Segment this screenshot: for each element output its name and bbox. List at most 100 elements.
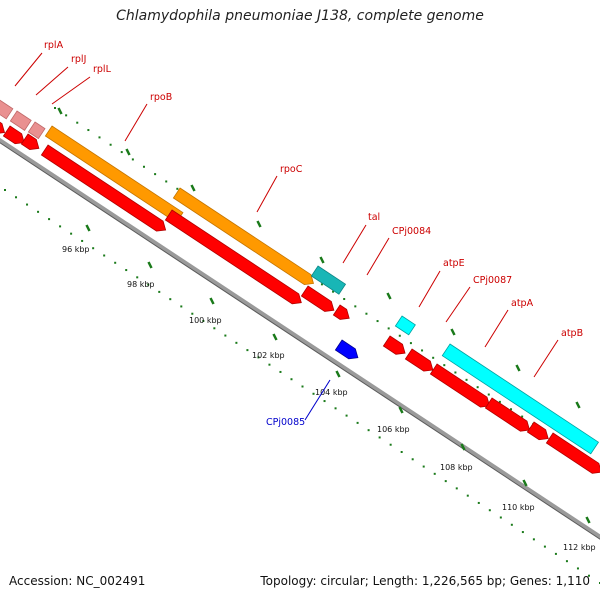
atpA-atpB-feature (441, 343, 600, 455)
ruler-major-tick (335, 370, 341, 378)
ruler-tick-dot (389, 443, 392, 446)
ruler-tick-label: 100 kbp (189, 316, 222, 325)
genome-backbone (0, 137, 600, 540)
ruler-tick-label: 108 kbp (440, 463, 473, 472)
ruler-tick-dot (356, 421, 359, 424)
gene-label-atpA: atpA (511, 298, 534, 309)
ruler-major-tick (398, 406, 404, 414)
ruler-tick-dot (169, 298, 172, 301)
CPj0085-feature (334, 339, 359, 360)
ruler-tick-dot (235, 341, 238, 344)
ruler-tick-dot (400, 451, 403, 453)
cds-feature (429, 363, 491, 408)
ruler-tick-dot (213, 327, 216, 330)
ruler-tick-dot (323, 400, 326, 403)
gene-leader-line (256, 175, 278, 213)
gene-label-atpB: atpB (561, 328, 583, 339)
ruler-tick-dot (444, 480, 447, 483)
ruler-tick-dot (499, 516, 502, 519)
ruler-tick-dot (191, 312, 194, 315)
cds-feature (2, 125, 25, 145)
ruler-major-tick (522, 479, 528, 487)
ruler-tick-dot (290, 378, 293, 381)
gene-leader-line (51, 76, 91, 105)
upper-tick-dot (65, 114, 68, 117)
upper-tick-dot (343, 298, 346, 301)
upper-tick-dot (120, 151, 123, 154)
ruler-tick-dot (455, 487, 458, 490)
upper-tick-dot (465, 378, 468, 381)
ruler-major-tick (460, 443, 466, 451)
upper-major-tick (386, 292, 392, 300)
gene-leader-line (366, 237, 390, 276)
ruler-tick-label: 98 kbp (127, 280, 155, 289)
ruler-tick-dot (378, 436, 381, 439)
gene-label-rplJ: rplJ (71, 54, 86, 65)
rpoB-feature (44, 125, 184, 224)
gene-label-CPj0084: CPj0084 (392, 226, 431, 237)
ruler-tick-dot (15, 196, 18, 199)
ruler-tick-dot (345, 414, 348, 417)
ruler-tick-dot (180, 305, 183, 308)
gene-leader-line (533, 339, 559, 378)
upper-tick-dot (365, 312, 368, 315)
upper-tick-dot (332, 290, 335, 293)
ruler-major-tick (209, 297, 215, 305)
ruler-tick-dot (576, 567, 579, 570)
upper-tick-dot (131, 158, 134, 161)
upper-tick-dot (521, 415, 524, 418)
upper-tick-dot (454, 371, 457, 374)
cds-feature (484, 397, 531, 432)
gene-label-tal: tal (368, 212, 380, 223)
upper-major-tick (319, 256, 325, 264)
map-title: Chlamydophila pneumoniae J138, complete … (116, 8, 484, 24)
ruler-tick-dot (246, 349, 249, 352)
ruler-tick-dot (48, 218, 51, 221)
ruler-tick-label: 104 kbp (315, 388, 348, 397)
ruler-tick-dot (202, 320, 205, 322)
ruler-tick-label: 112 kbp (563, 543, 596, 552)
ruler-tick-dot (587, 574, 590, 577)
gene-leader-line (14, 52, 43, 87)
cds-feature (382, 335, 406, 355)
ruler-tick-dot (312, 392, 315, 395)
upper-major-tick (57, 107, 63, 115)
upper-tick-dot (109, 143, 112, 146)
gene-label-rplA: rplA (44, 40, 64, 51)
upper-tick-dot (154, 173, 157, 176)
gene-leader-line (304, 379, 331, 421)
ruler-tick-dot (26, 203, 29, 206)
gene-leader-line (35, 66, 69, 96)
upper-tick-dot (165, 180, 168, 183)
upper-major-tick (515, 364, 521, 372)
gene-label-atpE: atpE (443, 258, 465, 269)
gene-label-rplL: rplL (93, 64, 112, 75)
cds-feature (332, 304, 350, 320)
atpE-feature (394, 315, 416, 336)
ruler-tick-dot (81, 239, 84, 242)
gene-labels: 96 kbp 98 kbp 100 kbp 102 kbp 104 kbp 106 kbp… (14, 40, 596, 552)
gene-label-CPj0085: CPj0085 (266, 417, 305, 428)
ruler-tick-dot (411, 458, 414, 461)
upper-tick-dot (510, 408, 513, 411)
genome-summary-text: Topology: circular; Length: 1,226,565 bp… (260, 574, 590, 588)
upper-tick-dot (320, 283, 323, 286)
ruler-tick-dot (103, 254, 106, 257)
ruler-tick-dot (158, 290, 161, 293)
ruler-major-tick (585, 516, 591, 524)
tal-feature (310, 265, 347, 295)
ruler-tick-dot (543, 545, 546, 548)
rplJ-feature (9, 110, 32, 131)
ruler-tick-dot (257, 356, 260, 359)
ruler-tick-dot (268, 363, 271, 366)
gene-leader-line (418, 270, 441, 308)
ruler-tick-dot (488, 509, 491, 512)
ruler-tick-dot (466, 494, 469, 497)
ruler-tick-dot (554, 552, 557, 555)
ruler-tick-dot (532, 538, 535, 541)
ruler-tick-dot (510, 523, 513, 526)
accession-text: Accession: NC_002491 (9, 574, 146, 588)
upper-major-tick (125, 148, 131, 156)
ruler-tick-dot (92, 247, 95, 250)
cds-feature (526, 421, 549, 441)
